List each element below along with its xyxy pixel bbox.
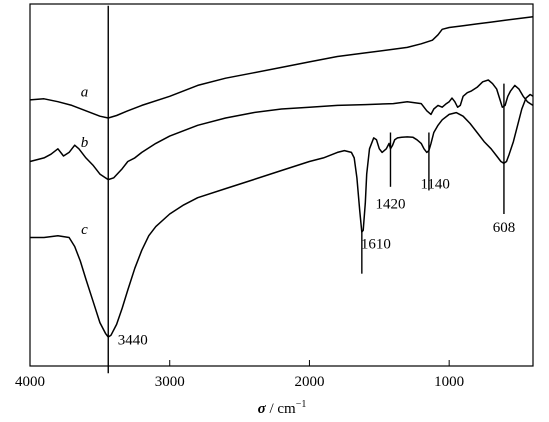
peak-label: 1420 (375, 197, 405, 213)
series-line-b (29, 79, 534, 181)
series-label-c: c (81, 222, 88, 238)
series-label-a: a (81, 84, 89, 100)
peak-annotations: 3440 1610 1420 1140 608 (118, 177, 515, 349)
peak-label: 3440 (118, 332, 148, 348)
series-lines (29, 15, 534, 338)
series-labels: a b c (81, 84, 89, 238)
x-axis-title: σ / cm−1 (258, 399, 307, 417)
x-axis-unit: / cm (266, 401, 296, 417)
series-line-c (30, 93, 534, 338)
x-axis-symbol: σ (258, 401, 267, 417)
x-axis-ticks: 4000 3000 2000 1000 (15, 360, 464, 390)
series-line-a (29, 15, 534, 119)
peak-label: 1140 (420, 177, 449, 193)
x-tick-label: 4000 (15, 374, 45, 390)
peak-label: 608 (493, 220, 516, 236)
x-tick-label: 2000 (294, 374, 324, 390)
series-label-b: b (81, 135, 89, 151)
plot-frame (29, 3, 534, 367)
x-tick-label: 1000 (434, 374, 464, 390)
reference-lines (107, 5, 505, 374)
x-axis-exponent: −1 (296, 399, 307, 410)
x-tick-label: 3000 (155, 374, 185, 390)
peak-label: 1610 (361, 236, 391, 252)
